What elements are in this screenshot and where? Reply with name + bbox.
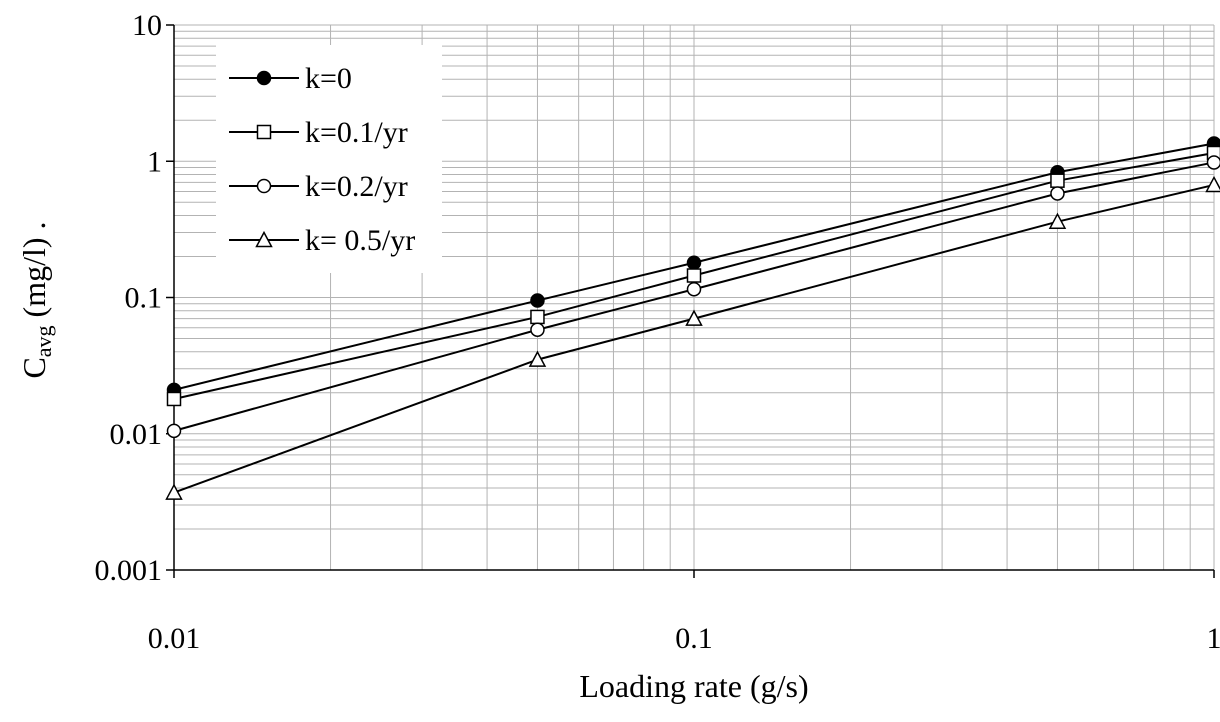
y-tick-label: 10 [132, 9, 162, 42]
data-point [688, 256, 701, 269]
data-point [1208, 156, 1220, 169]
data-point [531, 294, 544, 307]
data-point [1051, 187, 1064, 200]
y-tick-label: 1 [147, 145, 162, 178]
y-axis-title: Cavg (mg/l) . [16, 221, 56, 378]
x-tick-label: 1 [1207, 622, 1220, 655]
legend-label: k= 0.5/yr [305, 224, 415, 257]
legend-marker [258, 126, 271, 139]
x-tick-label: 0.01 [148, 622, 201, 655]
data-point [531, 310, 544, 323]
legend-marker [258, 180, 271, 193]
data-point [531, 323, 544, 336]
y-axis-title-subscript: avg [31, 325, 56, 357]
data-point [688, 283, 701, 296]
data-point [168, 392, 181, 405]
y-axis-title-rest: (mg/l) . [16, 221, 52, 325]
y-tick-label: 0.01 [110, 418, 163, 451]
x-axis-title: Loading rate (g/s) [579, 668, 808, 704]
legend-marker [258, 72, 271, 85]
legend-label: k=0.2/yr [305, 170, 408, 203]
y-axis-title-main: C [16, 357, 52, 378]
y-tick-label: 0.001 [95, 554, 163, 587]
legend-label: k=0.1/yr [305, 116, 408, 149]
data-point [168, 424, 181, 437]
y-tick-label: 0.1 [125, 282, 163, 315]
legend: k=0 k=0.1/yr k=0.2/yr k= 0.5/yr [216, 45, 442, 273]
data-point [688, 269, 701, 282]
legend-label: k=0 [305, 62, 352, 95]
x-tick-label: 0.1 [675, 622, 713, 655]
data-point [1051, 174, 1064, 187]
